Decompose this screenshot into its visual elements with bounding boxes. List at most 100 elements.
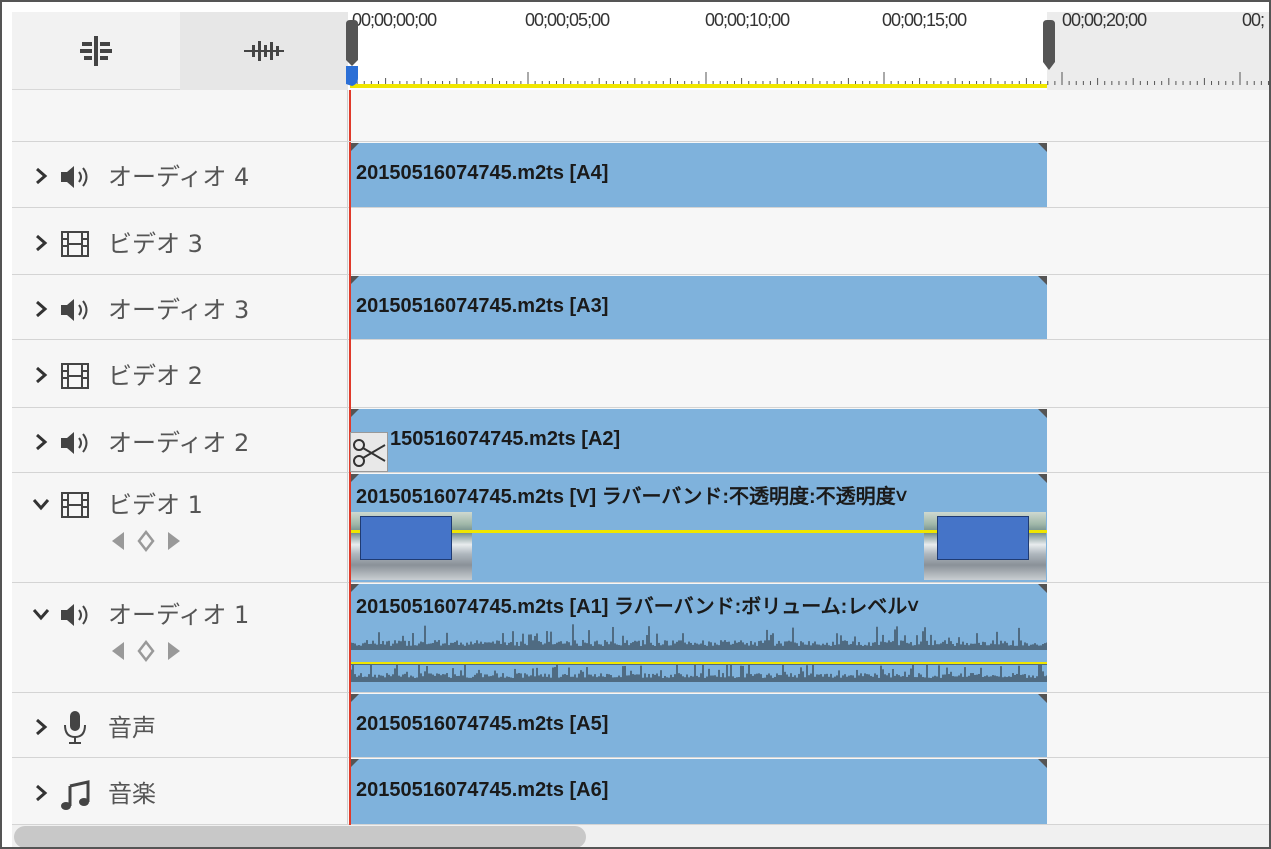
collapse-chevron-icon[interactable]: [32, 495, 50, 513]
clip-label: 150516074745.m2ts [A2]: [390, 428, 621, 450]
snap-icon: [80, 36, 112, 66]
clip-corner-marker: [1038, 759, 1047, 768]
track-header[interactable]: オーディオ 2: [12, 408, 348, 473]
track-row[interactable]: 20150516074745.m2ts [A1] ラバーバンド:ボリューム:レベ…: [348, 583, 1269, 693]
timeline-clip[interactable]: 20150516074745.m2ts [A3]: [350, 276, 1047, 339]
track-row[interactable]: [348, 340, 1269, 408]
opacity-rubber-band[interactable]: [350, 530, 1047, 533]
expand-chevron-icon[interactable]: [32, 718, 50, 736]
razor-cursor: [350, 432, 388, 472]
timeline-header-tools: [12, 12, 348, 90]
track-row[interactable]: 20150516074745.m2ts [A3]: [348, 275, 1269, 340]
timeline-clip[interactable]: 20150516074745.m2ts [A5]: [350, 694, 1047, 757]
clip-corner-marker: [350, 276, 359, 285]
clip-corner-marker: [1038, 276, 1047, 285]
track-row[interactable]: 20150516074745.m2ts [A6]: [348, 758, 1269, 825]
track-row[interactable]: 20150516074745.m2ts [A5]: [348, 693, 1269, 758]
track-name: オーディオ 3: [108, 296, 250, 324]
film-icon: [58, 362, 94, 390]
clip-corner-marker: [1038, 584, 1047, 593]
timecode-label: 00;00;20;00: [1062, 10, 1147, 30]
scrollbar-thumb[interactable]: [14, 826, 586, 847]
track-header[interactable]: ビデオ 3: [12, 208, 348, 275]
clip-corner-marker: [1038, 694, 1047, 703]
track-headers: オーディオ 4 ビデオ 3 オーディオ 3 ビデオ 2 オーディオ 2 ビデオ 1 オーディ…: [12, 90, 348, 825]
timeline-clip[interactable]: 20150516074745.m2ts [A6]: [350, 759, 1047, 824]
track-row[interactable]: 150516074745.m2ts [A2]: [348, 408, 1269, 473]
time-ruler-out-region: [1047, 12, 1269, 90]
track-header[interactable]: オーディオ 1: [12, 583, 348, 693]
track-name: オーディオ 1: [108, 601, 250, 629]
track-header[interactable]: 音楽: [12, 758, 348, 825]
expand-chevron-icon[interactable]: [32, 433, 50, 451]
clip-corner-marker: [1038, 409, 1047, 418]
keyframe-navigator[interactable]: [108, 529, 188, 553]
track-name: 音声: [108, 714, 156, 742]
microphone-icon: [58, 710, 94, 744]
timeline-clip[interactable]: 20150516074745.m2ts [A4]: [350, 143, 1047, 207]
clip-corner-marker: [350, 143, 359, 152]
speaker-icon: [58, 296, 94, 324]
clip-corner-marker: [350, 694, 359, 703]
track-row[interactable]: 20150516074745.m2ts [A4]: [348, 142, 1269, 208]
scissors-icon: [353, 439, 386, 467]
prev-keyframe-icon: [112, 532, 124, 550]
clip-label: 20150516074745.m2ts [V] ラバーバンド:不透明度:不透明度…: [356, 486, 908, 508]
expand-chevron-icon[interactable]: [32, 234, 50, 252]
clip-label: 20150516074745.m2ts [A6]: [356, 779, 609, 801]
clip-corner-marker: [350, 584, 359, 593]
timecode-label: 00;00;15;00: [882, 10, 967, 30]
clip-label: 20150516074745.m2ts [A5]: [356, 713, 609, 735]
audio-waveform-icon: [244, 41, 284, 61]
expand-chevron-icon[interactable]: [32, 366, 50, 384]
prev-keyframe-icon: [112, 642, 124, 660]
clip-corner-marker: [1038, 143, 1047, 152]
track-header[interactable]: ビデオ 2: [12, 340, 348, 408]
music-note-icon: [58, 780, 94, 810]
out-point-marker[interactable]: [1041, 20, 1057, 74]
track-area: 20150516074745.m2ts [A4] 20150516074745.m…: [348, 90, 1269, 825]
add-keyframe-icon: [137, 639, 155, 663]
track-name: ビデオ 2: [108, 362, 203, 390]
clip-label: 20150516074745.m2ts [A4]: [356, 162, 609, 184]
track-header[interactable]: オーディオ 4: [12, 142, 348, 208]
audio-waveform: [350, 624, 1047, 682]
timecode-label: 00;00;00;00: [352, 10, 437, 30]
track-name: ビデオ 1: [108, 491, 203, 519]
track-row[interactable]: 20150516074745.m2ts [V] ラバーバンド:不透明度:不透明度…: [348, 473, 1269, 583]
film-icon: [58, 491, 94, 519]
timeline-clip[interactable]: 20150516074745.m2ts [V] ラバーバンド:不透明度:不透明度…: [350, 474, 1047, 582]
playhead-handle[interactable]: [343, 20, 363, 90]
keyframe-navigator[interactable]: [108, 639, 188, 663]
track-name: ビデオ 3: [108, 230, 203, 258]
timeline-clip[interactable]: 150516074745.m2ts [A2]: [350, 409, 1047, 472]
collapse-chevron-icon[interactable]: [32, 605, 50, 623]
clip-corner-marker: [350, 409, 359, 418]
waveform-toggle-button[interactable]: [180, 12, 348, 90]
speaker-icon: [58, 163, 94, 191]
volume-rubber-band[interactable]: [350, 662, 1047, 665]
clip-corner-marker: [350, 474, 359, 483]
film-icon: [58, 230, 94, 258]
snap-button[interactable]: [12, 12, 180, 90]
clip-corner-marker: [1038, 474, 1047, 483]
expand-chevron-icon[interactable]: [32, 167, 50, 185]
track-header[interactable]: 音声: [12, 693, 348, 758]
timeline-clip[interactable]: 20150516074745.m2ts [A1] ラバーバンド:ボリューム:レベ…: [350, 584, 1047, 692]
next-keyframe-icon: [168, 532, 180, 550]
track-header[interactable]: オーディオ 3: [12, 275, 348, 340]
next-keyframe-icon: [168, 642, 180, 660]
expand-chevron-icon[interactable]: [32, 300, 50, 318]
expand-chevron-icon[interactable]: [32, 784, 50, 802]
row-divider: [12, 141, 1269, 142]
work-area-bar[interactable]: [350, 84, 1047, 88]
track-name: オーディオ 2: [108, 429, 250, 457]
timecode-label: 00;00;10;00: [705, 10, 790, 30]
track-name: オーディオ 4: [108, 163, 250, 191]
track-name: 音楽: [108, 780, 156, 808]
track-header[interactable]: ビデオ 1: [12, 473, 348, 583]
clip-label: 20150516074745.m2ts [A3]: [356, 295, 609, 317]
track-row[interactable]: [348, 208, 1269, 275]
thumbnail-overlay: [360, 516, 452, 560]
